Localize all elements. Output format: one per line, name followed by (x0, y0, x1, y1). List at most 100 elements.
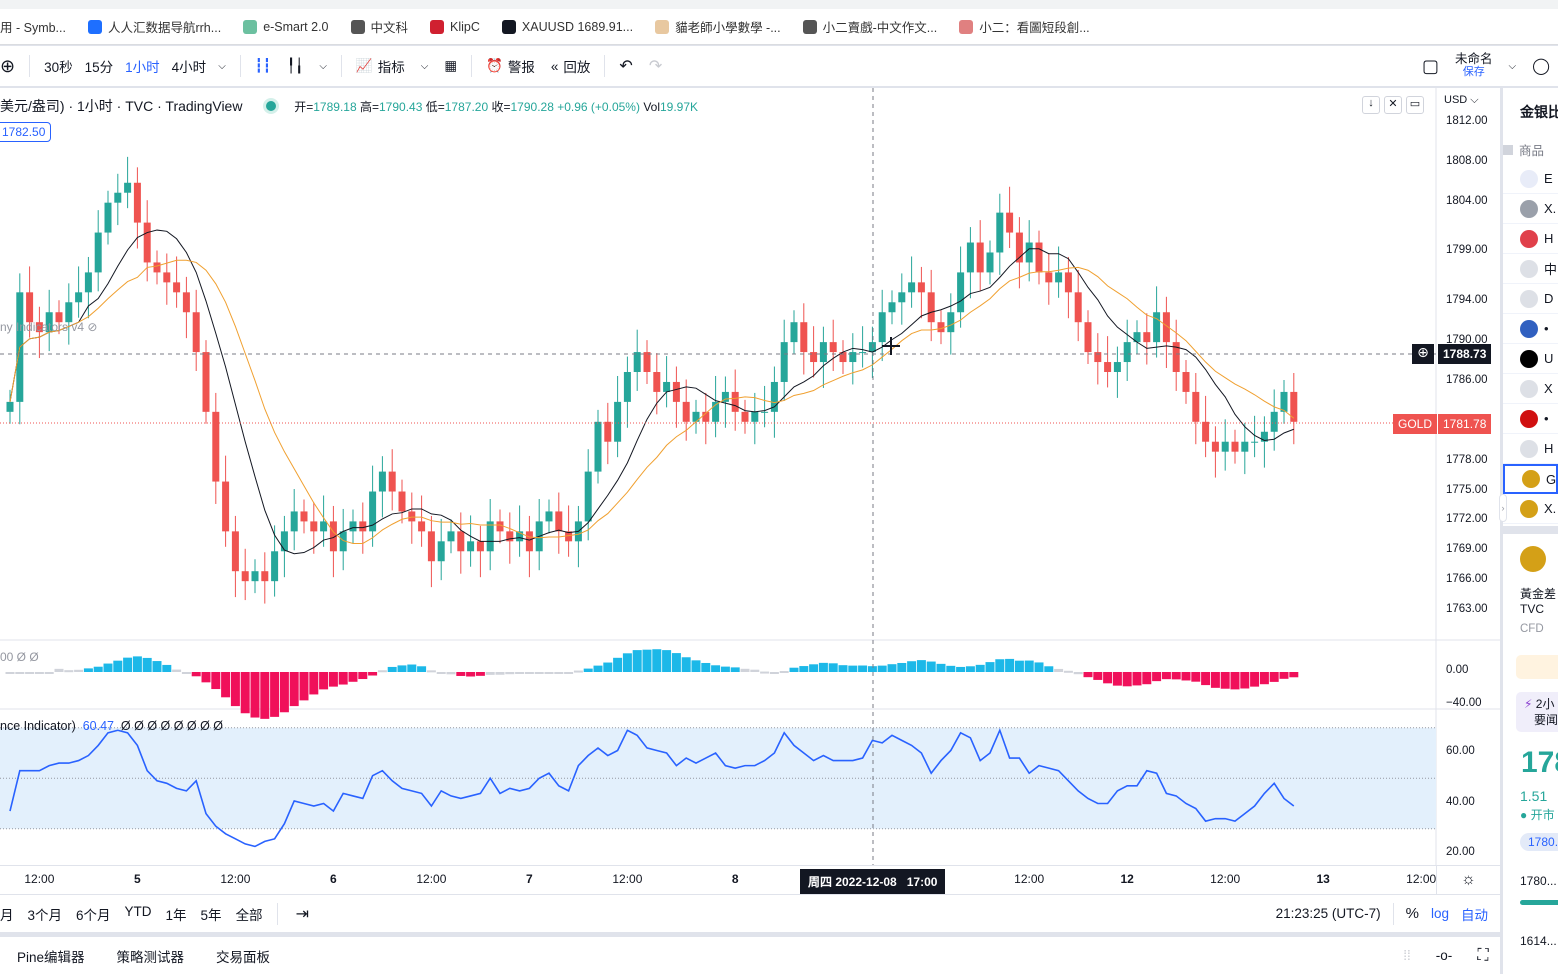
candle[interactable] (672, 366, 680, 428)
candle[interactable] (731, 369, 739, 431)
candle[interactable] (594, 409, 602, 484)
candle[interactable] (163, 253, 171, 305)
goto-date-icon[interactable]: ⇥ (295, 905, 309, 923)
candle[interactable] (290, 489, 298, 551)
replay-button[interactable]: « 回放 (543, 56, 599, 76)
fullscreen-toggle-icon[interactable]: ▢ (1421, 55, 1439, 76)
watchlist-row[interactable]: X. (1503, 494, 1558, 524)
interval-15m[interactable]: 15分 (84, 60, 114, 75)
chart-area[interactable]: 美元/盎司) · 1小时 · TVC · TradingView 开=1789.… (0, 88, 1500, 865)
candle[interactable] (966, 227, 974, 299)
alert-button[interactable]: ⏰ 警报 (478, 56, 543, 76)
candle[interactable] (1045, 253, 1053, 305)
candle[interactable] (1231, 429, 1239, 464)
candle[interactable] (369, 465, 377, 547)
collapse-panel-icon[interactable]: -o- (1435, 948, 1453, 963)
candle[interactable] (1006, 186, 1014, 248)
candle[interactable] (339, 508, 347, 571)
candle[interactable] (65, 283, 73, 345)
candle[interactable] (418, 495, 426, 547)
candle[interactable] (653, 353, 661, 415)
currency-selector[interactable]: USD ⌵ (1444, 94, 1479, 106)
candle[interactable] (839, 340, 847, 374)
candle[interactable] (859, 326, 867, 368)
candle[interactable] (447, 519, 455, 554)
chevron-down-icon[interactable]: ⌵ (1508, 60, 1517, 72)
settings-gear-icon[interactable]: ☼ (1436, 866, 1500, 894)
bookmark-item[interactable]: 小二：看圖短段創... (959, 17, 1090, 36)
candle[interactable] (55, 300, 63, 335)
candle[interactable] (124, 156, 132, 209)
candle[interactable] (1123, 319, 1131, 381)
candle[interactable] (663, 356, 671, 408)
auto-toggle[interactable]: 自动 (1461, 907, 1488, 923)
candle[interactable] (525, 515, 533, 578)
range-button[interactable]: 3个月 (27, 907, 63, 923)
chevron-down-icon[interactable]: ⌵ (420, 60, 429, 72)
candle[interactable] (996, 193, 1004, 275)
candle[interactable] (555, 492, 563, 554)
range-button[interactable]: YTD (124, 903, 152, 919)
candle[interactable] (1084, 310, 1092, 365)
candle[interactable] (780, 319, 788, 401)
layout-name-button[interactable]: 未命名 保存 (1447, 53, 1501, 79)
column-header[interactable]: 商品 (1503, 140, 1544, 159)
candle[interactable] (1221, 419, 1229, 471)
candle[interactable] (751, 392, 759, 445)
candle[interactable] (535, 498, 543, 571)
candle[interactable] (280, 515, 288, 578)
candle[interactable] (1074, 269, 1082, 342)
watchlist-row[interactable]: • (1503, 404, 1558, 434)
bookmark-item[interactable]: 中文科 (350, 17, 408, 36)
candle[interactable] (133, 167, 141, 249)
candle[interactable] (1064, 256, 1072, 319)
candle[interactable] (1143, 313, 1151, 365)
time-axis[interactable]: 周四 2022-12-08 17:00 ☼ 12:00 5 12:00 6 12:00 7… (0, 865, 1500, 894)
candle[interactable] (643, 340, 651, 384)
candle[interactable] (1015, 217, 1023, 289)
clock-timezone[interactable]: 21:23:25 (UTC-7) (1275, 906, 1381, 921)
candle[interactable] (6, 389, 14, 424)
candle[interactable] (506, 512, 514, 564)
candle[interactable] (212, 392, 220, 504)
candle[interactable] (947, 293, 955, 355)
candle[interactable] (251, 559, 259, 594)
candle[interactable] (261, 552, 269, 604)
bookmark-item[interactable]: e-Smart 2.0 (243, 19, 329, 34)
watchlist-row[interactable]: U (1503, 344, 1558, 374)
candle[interactable] (26, 266, 34, 338)
range-button[interactable]: 5年 (200, 907, 222, 923)
interval-4h[interactable]: 4小时 (171, 60, 207, 75)
candle[interactable] (927, 269, 935, 342)
range-button[interactable]: 全部 (235, 907, 263, 923)
price-tag[interactable]: 1782.50 (0, 122, 52, 142)
candle[interactable] (584, 449, 592, 541)
bookmark-item[interactable]: 小二賣戲-中文作文... (802, 17, 937, 36)
candle[interactable] (898, 273, 906, 325)
candle[interactable] (84, 256, 92, 319)
candle[interactable] (182, 276, 190, 339)
range-button[interactable]: 月 (0, 907, 14, 923)
candle[interactable] (604, 402, 612, 465)
candle[interactable] (957, 246, 965, 328)
redo-icon[interactable]: ↷ (648, 58, 663, 75)
range-button[interactable]: 6个月 (76, 907, 111, 923)
arrow-down-icon[interactable]: ↓ (1362, 96, 1380, 114)
candle[interactable] (1172, 319, 1180, 391)
range-button[interactable]: 1年 (165, 907, 187, 923)
candle[interactable] (202, 340, 210, 424)
add-alert-plus-icon[interactable]: ⊕ (1412, 344, 1434, 364)
candle[interactable] (310, 502, 318, 554)
candle[interactable] (1025, 220, 1033, 282)
maximize-panel-icon[interactable]: ⛶ (1477, 946, 1489, 964)
candle[interactable] (1133, 320, 1141, 355)
panel-collapse-handle[interactable]: › (1499, 494, 1507, 522)
watchlist-row[interactable]: H (1503, 434, 1558, 464)
candle[interactable] (761, 385, 769, 428)
candle[interactable] (1104, 336, 1112, 388)
candle[interactable] (741, 399, 749, 434)
bookmark-item[interactable]: 貓老師小學數學 -... (655, 17, 781, 36)
candle[interactable] (1280, 379, 1288, 424)
candle[interactable] (349, 509, 357, 544)
candle[interactable] (398, 479, 406, 524)
